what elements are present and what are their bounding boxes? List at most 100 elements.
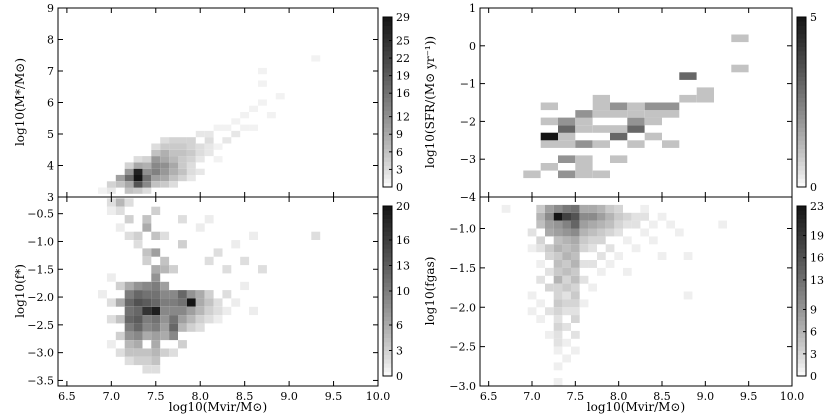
colorbar-segment	[383, 17, 392, 22]
y-axis-label: log10(fgas)	[423, 257, 437, 326]
heatmap-cell	[213, 156, 223, 163]
heatmap-cell	[124, 174, 134, 182]
y-tick-label: −3	[460, 153, 476, 166]
heatmap-cell	[133, 298, 143, 307]
heatmap-cell	[662, 102, 680, 111]
colorbar-segment	[797, 342, 806, 347]
colorbar-segment	[383, 38, 392, 43]
heatmap-cell	[178, 168, 187, 175]
heatmap-cell	[178, 306, 187, 316]
colorbar-segment	[383, 214, 392, 220]
heatmap-cell	[249, 124, 258, 131]
colorbar-segment	[383, 316, 392, 322]
heatmap-cell	[142, 315, 152, 324]
colorbar-segment	[797, 363, 806, 368]
heatmap-cell	[195, 290, 205, 299]
heatmap-cell	[240, 124, 250, 131]
heatmap-cell	[133, 340, 143, 349]
heatmap-cell	[195, 143, 205, 150]
heatmap-cell	[588, 283, 597, 292]
heatmap-cell	[151, 181, 161, 188]
heatmap-cell	[133, 231, 143, 240]
colorbar-segment	[383, 106, 392, 111]
colorbar-tick-label: 6	[810, 326, 817, 339]
heatmap-cell	[311, 231, 321, 240]
colorbar-segment	[797, 210, 806, 215]
heatmap-cell	[124, 181, 134, 188]
heatmap-cell	[540, 117, 558, 126]
heatmap-cell	[675, 228, 684, 237]
heatmap-cell	[213, 306, 223, 316]
x-tick-label: 10.0	[366, 390, 391, 403]
heatmap-cell	[169, 290, 178, 299]
heatmap-cell	[151, 265, 161, 274]
colorbar-segment	[383, 55, 392, 60]
colorbar-segment	[797, 123, 806, 128]
heatmap-cell	[605, 244, 615, 253]
heatmap-cell	[133, 331, 143, 341]
heatmap-cell	[133, 156, 143, 163]
colorbar-segment	[797, 291, 806, 296]
heatmap-cell	[605, 228, 615, 237]
colorbar-segment	[383, 346, 392, 351]
colorbar-frame	[796, 205, 807, 377]
colorbar-segment	[383, 119, 392, 124]
heatmap-cell	[501, 204, 511, 213]
y-tick-label: −1.5	[27, 263, 54, 276]
heatmap-cell	[186, 315, 196, 324]
heatmap-cell	[575, 155, 593, 163]
heatmap-cell	[213, 315, 223, 324]
heatmap-cell	[106, 273, 116, 282]
heatmap-cell	[536, 236, 545, 245]
heatmap-cell	[195, 156, 205, 163]
heatmap-cell	[553, 220, 563, 229]
heatmap-cell	[186, 143, 196, 150]
colorbar-segment	[383, 371, 392, 377]
heatmap-cell	[106, 340, 116, 349]
heatmap-cell	[588, 220, 597, 229]
heatmap-cell	[160, 181, 170, 188]
colorbar-segment	[797, 80, 806, 86]
colorbar-frame	[382, 16, 393, 188]
heatmap-cell	[553, 362, 563, 371]
heatmap-cell	[627, 125, 645, 133]
heatmap-cell	[169, 265, 178, 274]
heatmap-cell	[588, 228, 597, 237]
heatmap-cell	[571, 244, 580, 253]
heatmap-cell	[142, 187, 152, 194]
y-tick-label: −0.5	[27, 208, 54, 221]
y-tick-label: −2.0	[449, 301, 476, 314]
heatmap-cell	[186, 298, 196, 307]
heatmap-cell	[151, 168, 161, 175]
heatmap-cell	[610, 125, 628, 133]
colorbar-segment	[383, 308, 392, 313]
colorbar-tick-label: 19	[810, 230, 824, 243]
heatmap-cell	[142, 281, 152, 291]
heatmap-cell	[553, 346, 563, 355]
colorbar-segment	[797, 329, 806, 334]
colorbar-tick-label: 23	[810, 200, 824, 213]
heatmap-cell	[160, 137, 170, 144]
heatmap-cell	[186, 168, 196, 175]
colorbar-tick-label: 9	[396, 128, 403, 141]
heatmap-cell	[562, 260, 571, 268]
colorbar-segment	[797, 165, 806, 171]
heatmap-cell	[142, 298, 152, 307]
heatmap-cell	[160, 174, 170, 182]
colorbar-segment	[797, 97, 806, 103]
heatmap-cell	[592, 110, 610, 118]
heatmap-cell	[124, 281, 134, 291]
heatmap-cell	[536, 260, 545, 268]
heatmap-cell	[311, 55, 321, 62]
heatmap-cell	[553, 299, 563, 308]
y-axis-label: log10(f*)	[13, 264, 27, 318]
colorbar-segment	[383, 182, 392, 188]
heatmap-cell	[579, 228, 589, 237]
heatmap-cell	[571, 307, 580, 316]
heatmap-cell	[258, 80, 267, 87]
colorbar-segment	[383, 80, 392, 86]
heatmap-cell	[133, 281, 143, 291]
heatmap-cell	[592, 140, 610, 148]
heatmap-cell	[540, 140, 558, 148]
colorbar-segment	[383, 265, 392, 271]
